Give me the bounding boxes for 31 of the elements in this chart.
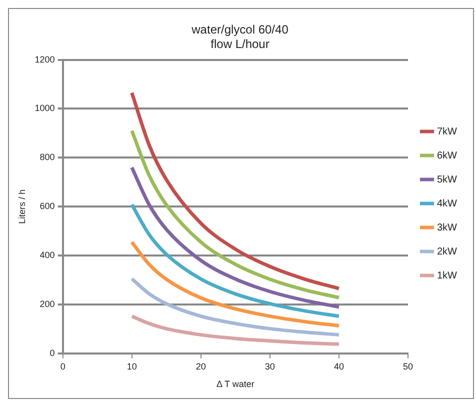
text: water/glycol 60/40 [192, 22, 288, 37]
legend-label: 4kW [437, 198, 458, 210]
x-tick-label: 0 [60, 361, 66, 372]
line-series [130, 129, 341, 300]
x-axis-title: Δ T water [216, 379, 254, 390]
legend-label: 5kW [437, 174, 458, 186]
x-tick-label: 30 [264, 361, 275, 372]
legend-label: 7kW [437, 126, 458, 138]
legend-label: 3kW [437, 222, 458, 234]
text: flow L/hour [210, 36, 270, 51]
y-tick-label: 0 [50, 348, 55, 358]
legend-label: 1kW [437, 270, 458, 282]
y-tick-label: 1200 [34, 54, 55, 64]
x-tick-label: 40 [334, 361, 344, 372]
y-axis-title: Liters / h [16, 189, 27, 224]
y-tick-label: 1000 [34, 103, 55, 114]
line-series [130, 277, 341, 337]
line-series [130, 202, 341, 318]
line-series [130, 91, 341, 290]
line-series [130, 314, 341, 346]
y-tick-label: 400 [40, 250, 55, 260]
y-tick-label: 800 [40, 152, 55, 162]
x-tick-label: 10 [126, 361, 137, 372]
y-tick-label: 200 [40, 298, 55, 309]
legend-label: 6kW [437, 150, 458, 162]
y-tick-label: 600 [40, 201, 55, 212]
legend-label: 2kW [437, 246, 458, 258]
line-series [130, 240, 341, 328]
line-series [130, 166, 341, 309]
x-tick-label: 50 [402, 361, 414, 372]
x-tick-label: 20 [196, 361, 206, 372]
